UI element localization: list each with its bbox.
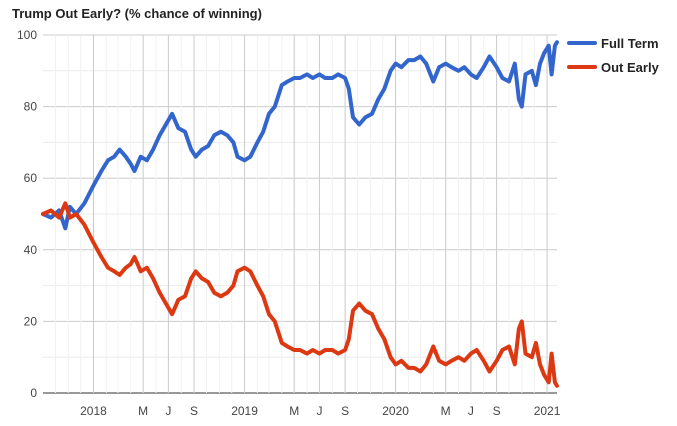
series-line-full-term (41, 40, 559, 231)
series-lines (41, 40, 559, 388)
legend-label: Full Term (601, 36, 659, 51)
chart-title: Trump Out Early? (% chance of winning) (12, 6, 262, 21)
y-tick-label: 40 (24, 243, 38, 257)
y-tick-label: 0 (30, 386, 37, 400)
y-tick-label: 100 (17, 28, 37, 42)
x-tick-label: M (138, 404, 148, 418)
x-tick-label: J (468, 404, 474, 418)
x-tick-label: S (493, 404, 501, 418)
x-axis: 2018 M J S 2019 M J S 2020 M J S 2021 (80, 404, 561, 418)
grid-lines (43, 34, 557, 394)
x-tick-label: M (441, 404, 451, 418)
legend-label: Out Early (601, 60, 660, 75)
y-tick-label: 20 (24, 314, 38, 328)
x-tick-label: S (341, 404, 349, 418)
x-tick-label: 2020 (382, 404, 409, 418)
x-tick-label: S (190, 404, 198, 418)
x-tick-label: M (289, 404, 299, 418)
y-tick-label: 80 (24, 100, 38, 114)
x-tick-label: 2019 (231, 404, 258, 418)
x-tick-label: J (316, 404, 322, 418)
x-tick-label: 2018 (80, 404, 107, 418)
x-tick-label: J (165, 404, 171, 418)
y-tick-label: 60 (24, 171, 38, 185)
legend: Full Term Out Early (567, 36, 660, 75)
x-tick-label: 2021 (534, 404, 561, 418)
y-axis: 0 20 40 60 80 100 (17, 28, 37, 400)
series-line-out-early (41, 201, 559, 388)
